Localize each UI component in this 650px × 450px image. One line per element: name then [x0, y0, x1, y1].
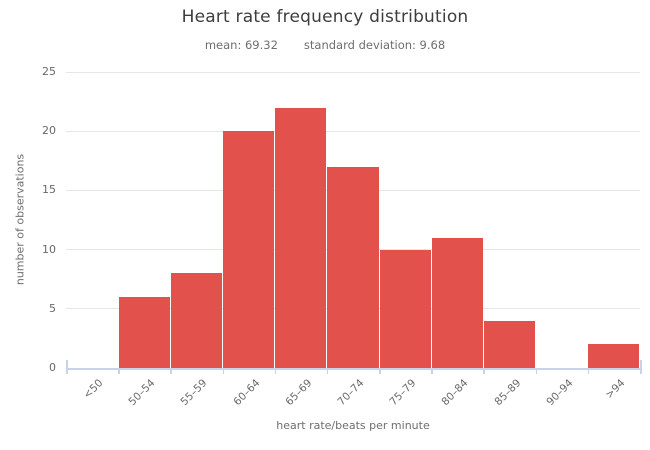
y-axis-title: number of observations [13, 153, 27, 286]
mean-value-label: mean: 69.32 [204, 38, 278, 52]
histogram-bar [483, 320, 536, 368]
histogram-bar [379, 249, 431, 368]
x-axis-tick [222, 368, 225, 374]
histogram-bar [118, 296, 170, 368]
gridline [66, 71, 640, 73]
histogram-bar [170, 273, 223, 368]
x-axis-tick [118, 368, 120, 374]
x-axis-tick [431, 368, 433, 374]
axis-endcap [66, 360, 68, 368]
y-tick-label: 5 [49, 301, 56, 315]
y-tick-label: 20 [42, 124, 56, 138]
x-axis-tick [379, 368, 381, 374]
chart-subtitle: mean: 69.32 standard deviation: 9.68 [0, 38, 650, 52]
x-axis-tick [587, 368, 590, 374]
x-axis-tick [170, 368, 172, 374]
histogram-bar [588, 344, 640, 368]
x-axis-tick [535, 368, 538, 374]
histogram-bar [223, 131, 275, 368]
std-deviation-label: standard deviation: 9.68 [303, 38, 446, 52]
x-axis-tick [640, 368, 642, 374]
y-tick-label: 0 [49, 361, 56, 374]
y-tick-label: 10 [42, 242, 56, 256]
x-axis-tick [274, 368, 277, 374]
histogram-bar [431, 237, 483, 368]
y-tick-label: 25 [42, 65, 56, 78]
x-axis-title: heart rate/beats per minute [276, 419, 430, 432]
plot-area [66, 71, 640, 368]
x-axis-tick [66, 368, 68, 374]
x-axis-tick [483, 368, 485, 374]
x-axis-line [66, 368, 641, 370]
x-axis-tick [326, 368, 329, 374]
y-tick-label: 15 [42, 183, 56, 197]
chart-title: Heart rate frequency distribution [181, 7, 469, 27]
histogram-bar [275, 107, 327, 368]
axis-endcap [640, 360, 642, 368]
histogram-bar [327, 166, 379, 368]
gridline [66, 130, 640, 132]
